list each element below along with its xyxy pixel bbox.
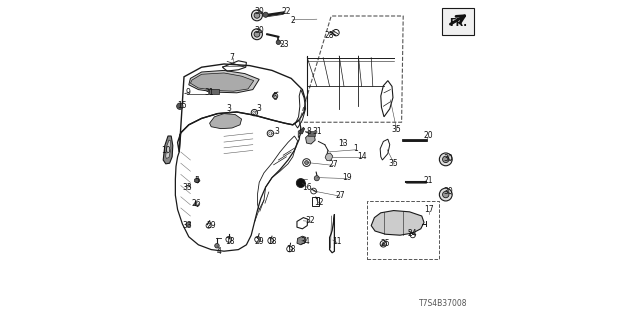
Text: 33: 33 xyxy=(182,183,192,192)
Text: 18: 18 xyxy=(287,245,296,254)
Text: 28: 28 xyxy=(325,31,334,40)
Text: 20: 20 xyxy=(423,132,433,140)
Circle shape xyxy=(443,156,449,163)
Text: T7S4B37008: T7S4B37008 xyxy=(419,299,467,308)
Text: 35: 35 xyxy=(388,159,399,168)
Circle shape xyxy=(252,10,262,21)
Circle shape xyxy=(186,222,191,227)
Text: 35: 35 xyxy=(391,125,401,134)
Text: 27: 27 xyxy=(335,191,345,200)
Text: 4: 4 xyxy=(217,247,221,256)
Polygon shape xyxy=(163,136,173,164)
Polygon shape xyxy=(195,178,200,183)
Polygon shape xyxy=(325,153,333,161)
Polygon shape xyxy=(166,140,171,158)
Circle shape xyxy=(443,191,449,198)
Polygon shape xyxy=(371,211,424,235)
Circle shape xyxy=(314,176,319,181)
Text: 9: 9 xyxy=(186,88,191,97)
Circle shape xyxy=(177,103,183,109)
Circle shape xyxy=(254,31,260,37)
Text: 34: 34 xyxy=(301,237,310,246)
Text: 24: 24 xyxy=(408,229,418,238)
Polygon shape xyxy=(298,130,301,138)
Text: 31: 31 xyxy=(205,88,214,97)
Bar xyxy=(308,131,315,136)
Text: 21: 21 xyxy=(424,176,433,185)
Text: 25: 25 xyxy=(381,239,390,248)
Circle shape xyxy=(296,179,305,188)
Polygon shape xyxy=(191,73,253,91)
Text: 10: 10 xyxy=(161,146,172,155)
Text: 11: 11 xyxy=(332,237,342,246)
Circle shape xyxy=(254,12,260,18)
Text: 14: 14 xyxy=(356,152,367,161)
Text: FR.: FR. xyxy=(450,18,468,28)
Text: 16: 16 xyxy=(302,183,312,192)
Text: 8: 8 xyxy=(307,127,311,136)
Text: 5: 5 xyxy=(195,176,199,185)
Text: 19: 19 xyxy=(342,173,352,182)
Text: 12: 12 xyxy=(315,198,324,207)
Text: 18: 18 xyxy=(226,237,235,246)
Text: 2: 2 xyxy=(291,16,295,25)
Circle shape xyxy=(440,188,452,201)
Text: 26: 26 xyxy=(192,199,202,208)
Polygon shape xyxy=(189,70,259,93)
Text: 3: 3 xyxy=(227,104,231,113)
Polygon shape xyxy=(300,127,305,134)
Text: 32: 32 xyxy=(305,216,315,225)
Text: 30: 30 xyxy=(443,154,453,163)
Text: 1: 1 xyxy=(353,144,358,153)
Text: 18: 18 xyxy=(268,237,276,246)
Text: 33: 33 xyxy=(182,221,192,230)
Circle shape xyxy=(305,161,308,164)
Circle shape xyxy=(382,243,385,245)
Text: 30: 30 xyxy=(254,7,264,16)
Text: 29: 29 xyxy=(206,221,216,230)
Text: 7: 7 xyxy=(230,53,234,62)
Text: 13: 13 xyxy=(338,140,348,148)
Polygon shape xyxy=(306,134,315,144)
Text: 15: 15 xyxy=(177,101,187,110)
Bar xyxy=(442,8,474,35)
Text: 3: 3 xyxy=(256,104,261,113)
Bar xyxy=(312,197,319,206)
Text: 3: 3 xyxy=(275,127,279,136)
Text: 31: 31 xyxy=(312,127,322,136)
Circle shape xyxy=(440,153,452,166)
Text: 22: 22 xyxy=(282,7,291,16)
Circle shape xyxy=(214,244,219,248)
Polygon shape xyxy=(210,114,242,129)
Circle shape xyxy=(252,29,262,40)
Text: 23: 23 xyxy=(280,40,290,49)
Text: 6: 6 xyxy=(273,93,278,102)
Circle shape xyxy=(263,12,268,17)
Polygon shape xyxy=(297,236,306,245)
Text: 27: 27 xyxy=(329,160,339,169)
Text: 30: 30 xyxy=(254,26,264,35)
Bar xyxy=(209,89,219,94)
Text: 30: 30 xyxy=(443,188,453,196)
Text: 17: 17 xyxy=(424,205,434,214)
Text: 29: 29 xyxy=(254,237,264,246)
Circle shape xyxy=(276,40,280,44)
